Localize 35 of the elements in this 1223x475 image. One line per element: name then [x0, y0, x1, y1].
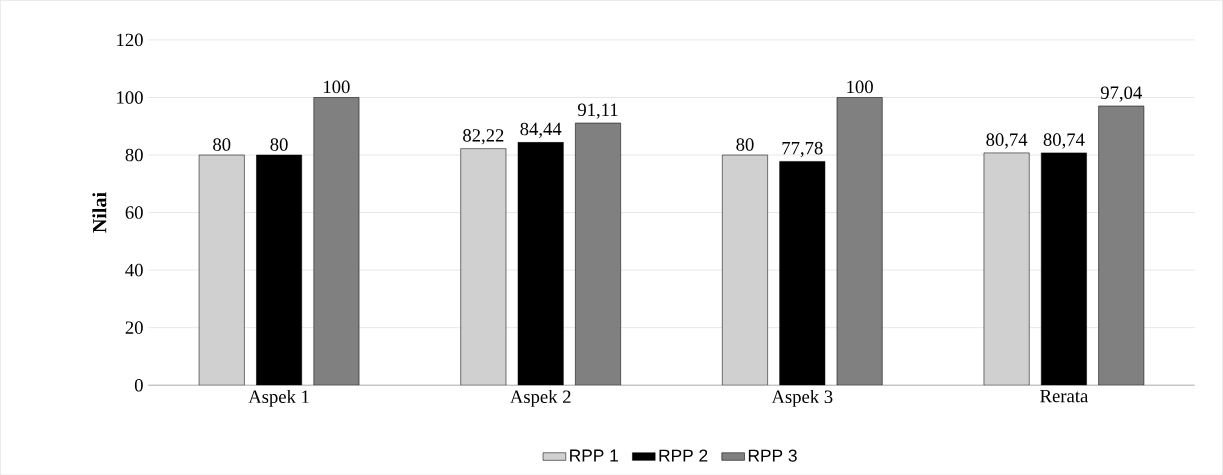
x-tick-label: Aspek 2 [510, 389, 571, 407]
bar [256, 154, 302, 385]
legend-label: RPP 1 [570, 449, 618, 462]
y-axis-title: Nilai [92, 192, 107, 233]
y-tick-label: 40 [125, 263, 143, 277]
data-label: 100 [324, 80, 350, 93]
data-label: 80 [736, 137, 754, 151]
bar [779, 160, 826, 385]
bar [517, 141, 564, 385]
bar [313, 96, 360, 385]
legend-label: RPP 2 [659, 449, 708, 462]
y-tick-label: 20 [125, 321, 143, 334]
data-label: 80,74 [986, 133, 1028, 149]
y-tick-label: 60 [125, 206, 143, 219]
bar [1098, 105, 1145, 385]
y-tick-label: 120 [117, 33, 143, 47]
data-label: 100 [847, 80, 873, 93]
bar [1041, 152, 1087, 385]
data-label: 84,44 [520, 122, 562, 138]
legend-label: RPP 3 [748, 449, 797, 462]
y-tick-label: 80 [125, 148, 143, 162]
data-label: 97,04 [1100, 86, 1142, 102]
data-label: 82,22 [463, 128, 504, 145]
data-label: 91,11 [577, 103, 618, 119]
data-label: 77,78 [782, 141, 823, 157]
data-label: 80 [270, 137, 288, 151]
x-tick-label: Aspek 3 [771, 389, 833, 407]
x-tick-label: Aspek 1 [248, 389, 309, 407]
x-tick-label: Rerata [1040, 389, 1089, 403]
bar [836, 96, 883, 385]
data-label: 80,74 [1043, 133, 1085, 149]
y-tick-label: 100 [117, 90, 143, 104]
bar [575, 122, 621, 385]
y-tick-label: 0 [134, 378, 143, 392]
data-label: 80 [213, 137, 231, 151]
